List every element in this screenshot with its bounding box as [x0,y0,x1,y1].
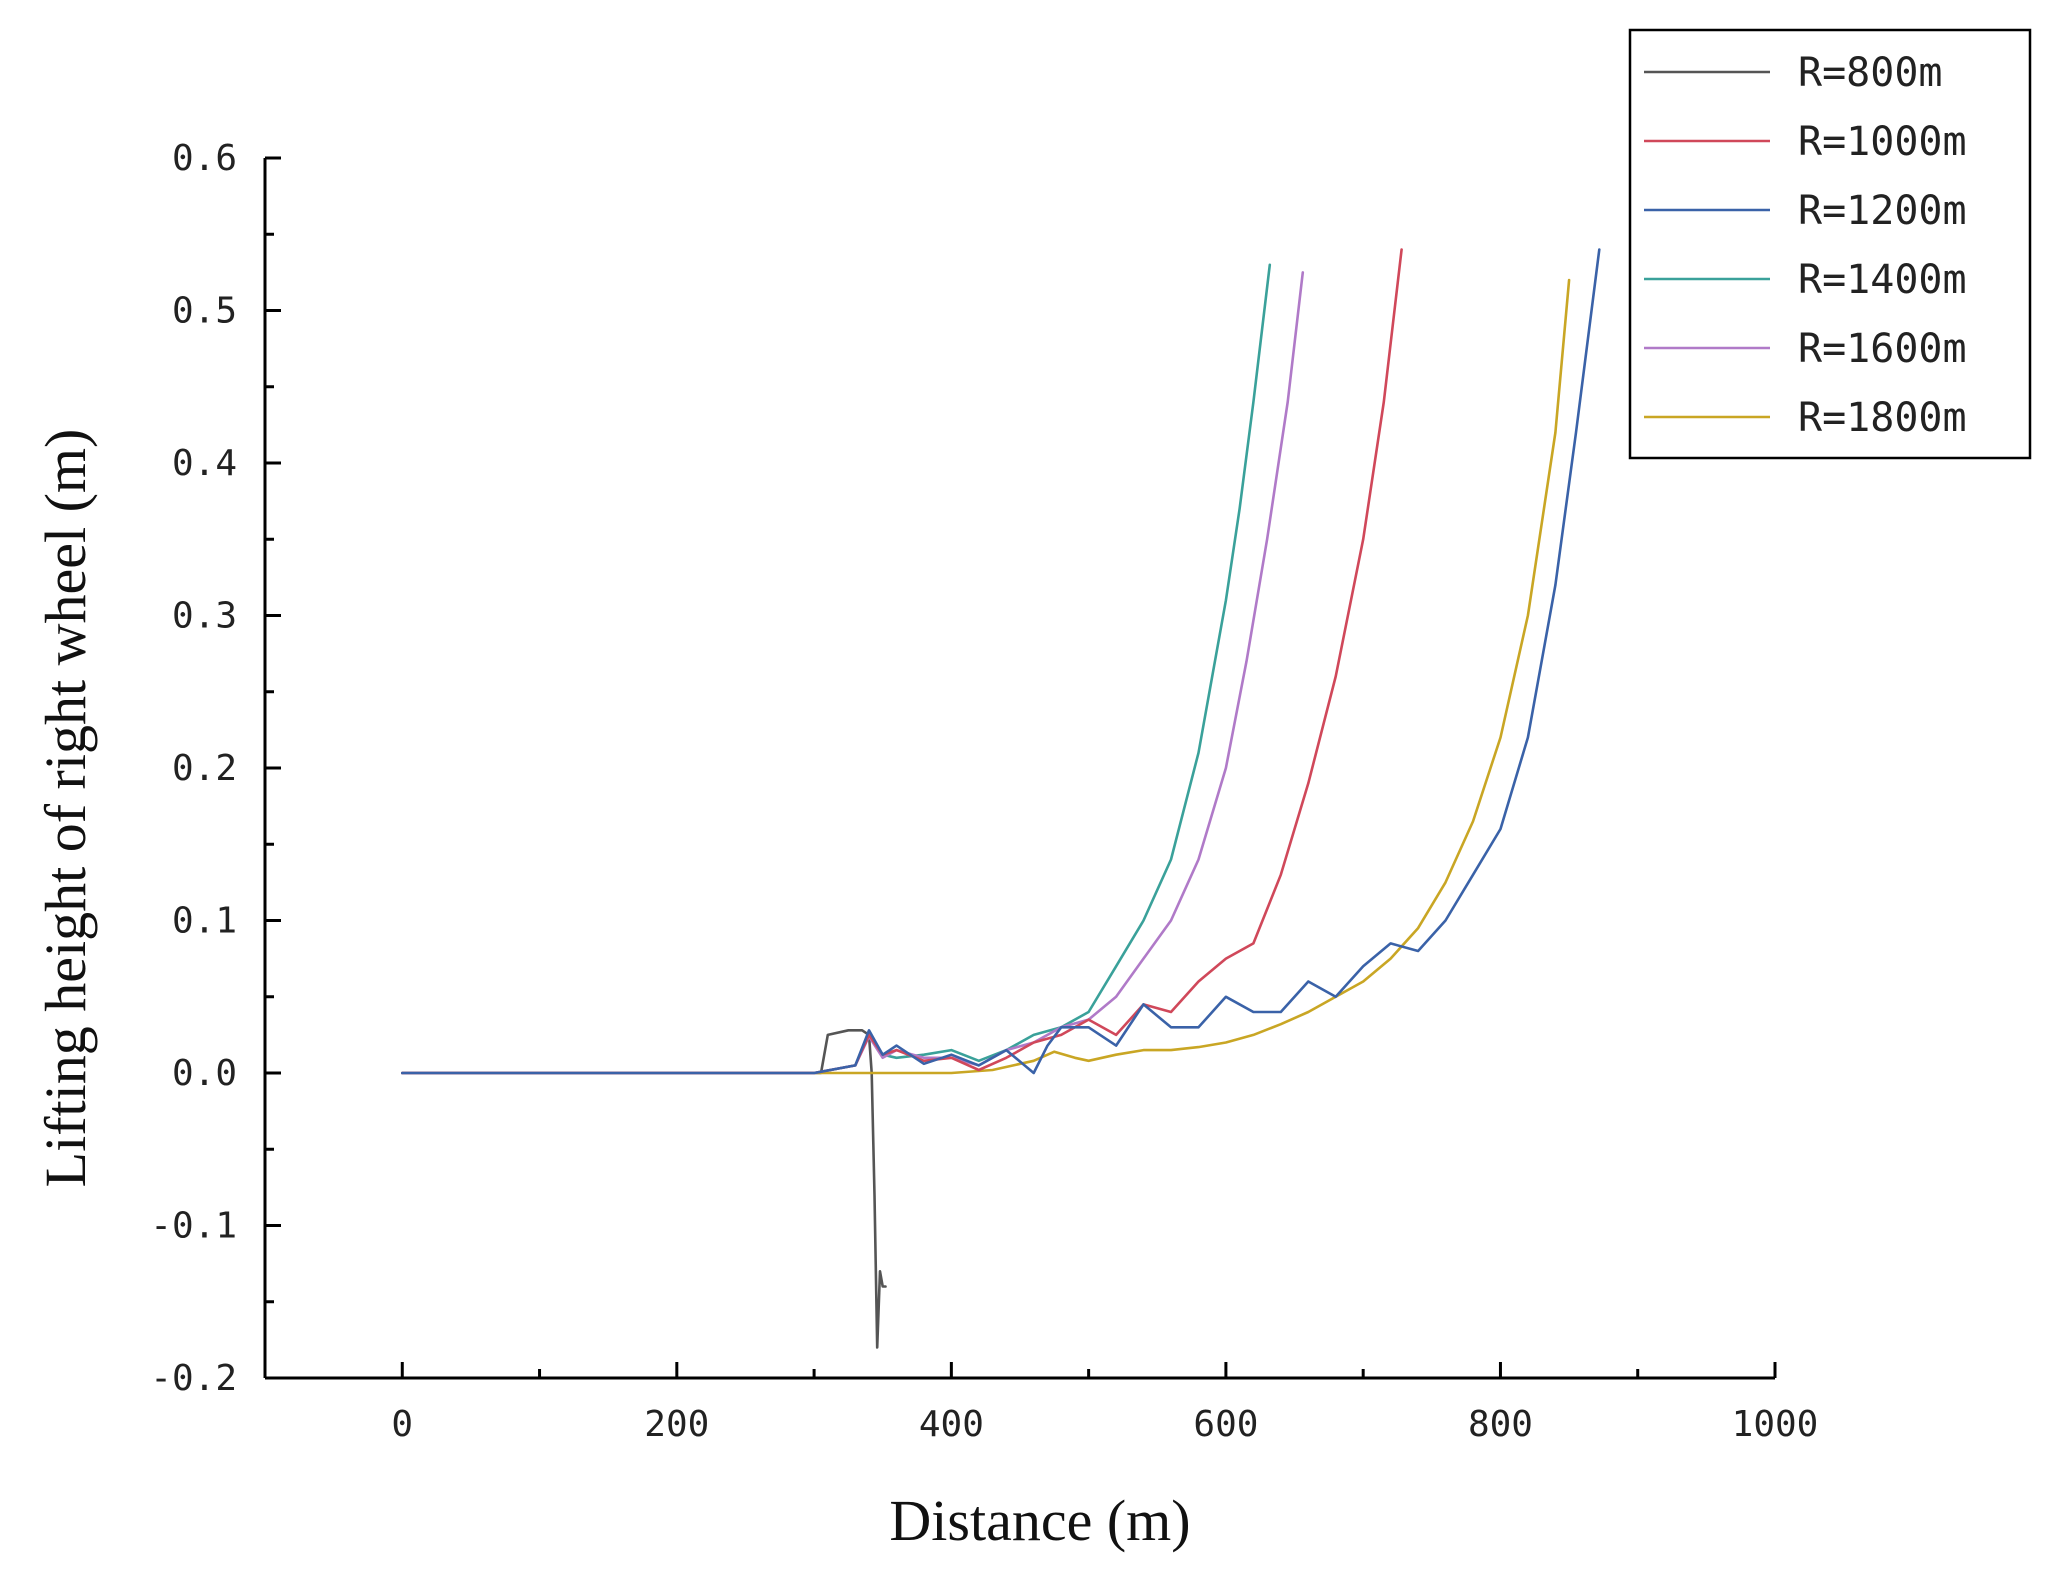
y-axis-ticks: -0.2 -0.1 0.0 0.1 0.2 0.3 0.4 0.5 0.6 [150,138,281,1399]
x-tick-label: 600 [1193,1404,1258,1445]
x-tick-label: 200 [644,1404,709,1445]
y-tick-label: -0.1 [150,1206,237,1247]
legend-label: R=1200m [1798,188,1967,234]
y-tick-label: 0.6 [172,138,237,179]
x-axis-ticks: 0 200 400 600 800 1000 [391,1362,1818,1445]
legend-box [1628,28,2032,460]
legend-label: R=1800m [1798,395,1967,441]
legend-item: R=1600m [1644,326,1967,372]
y-tick-label: 0.0 [172,1053,237,1094]
legend-item: R=1800m [1644,395,1967,441]
y-tick-label: 0.1 [172,901,237,942]
series-line-r-1200m [400,248,1601,1075]
legend-label: R=1000m [1798,119,1967,165]
x-tick-label: 0 [391,1404,413,1445]
legend-item: R=1400m [1644,257,1967,303]
y-tick-label: 0.3 [172,596,237,637]
legend-item: R=800m [1644,50,1943,96]
legend-item: R=1000m [1644,119,1967,165]
legend-label: R=1600m [1798,326,1967,372]
y-tick-label: -0.2 [150,1358,237,1399]
legend-item: R=1200m [1644,188,1967,234]
y-tick-label: 0.5 [172,291,237,332]
y-tick-label: 0.4 [172,443,237,484]
y-tick-label: 0.2 [172,748,237,789]
legend: R=800m R=1000m R=1200m R=1400m R=1600m R=1800… [1628,28,2032,460]
series-line-r-1800m [400,278,1571,1075]
legend-label: R=800m [1798,50,1943,96]
y-axis-title: Lifting height of right wheel (m) [33,429,98,1188]
series-line-r-1600m [400,271,1305,1075]
legend-label: R=1400m [1798,257,1967,303]
legend-items: R=800m R=1000m R=1200m R=1400m R=1600m R=1800… [1644,50,1967,441]
x-tick-label: 800 [1468,1404,1533,1445]
series-layer [400,248,1601,1349]
x-tick-label: 1000 [1732,1404,1819,1445]
x-axis-title: Distance (m) [889,1488,1190,1553]
x-tick-label: 400 [919,1404,984,1445]
